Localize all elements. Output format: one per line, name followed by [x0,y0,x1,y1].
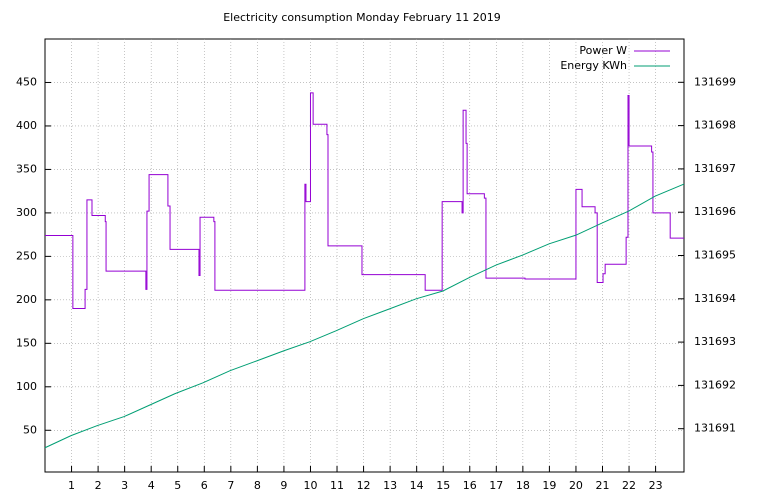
x-tick-label: 9 [280,479,287,492]
x-tick-label: 15 [436,479,450,492]
x-tick-label: 7 [227,479,234,492]
y2-tick-label: 131695 [694,249,736,262]
x-tick-label: 5 [174,479,181,492]
x-tick-label: 1 [68,479,75,492]
x-tick-label: 4 [148,479,155,492]
y2-tick-label: 131691 [694,422,736,435]
legend-label: Energy KWh [560,59,627,72]
y-tick-label: 400 [16,119,37,132]
y-tick-label: 150 [16,336,37,349]
x-tick-label: 21 [595,479,609,492]
y2-tick-label: 131693 [694,335,736,348]
y-tick-label: 250 [16,249,37,262]
y2-tick-label: 131699 [694,75,736,88]
x-tick-label: 2 [95,479,102,492]
x-tick-label: 13 [383,479,397,492]
y-tick-label: 200 [16,293,37,306]
y-tick-label: 350 [16,162,37,175]
x-tick-label: 12 [357,479,371,492]
y2-tick-label: 131696 [694,205,736,218]
x-tick-label: 3 [121,479,128,492]
x-tick-label: 16 [463,479,477,492]
y-tick-label: 100 [16,380,37,393]
x-tick-label: 23 [649,479,663,492]
x-tick-label: 19 [542,479,556,492]
x-tick-label: 18 [516,479,530,492]
chart-title: Electricity consumption Monday February … [223,11,501,24]
x-tick-label: 22 [622,479,636,492]
x-tick-label: 10 [303,479,317,492]
y2-tick-label: 131692 [694,378,736,391]
legend-label: Power W [579,44,627,57]
y-tick-label: 450 [16,75,37,88]
x-tick-label: 8 [254,479,261,492]
series-line [45,92,684,310]
x-tick-label: 20 [569,479,583,492]
x-tick-label: 6 [201,479,208,492]
x-tick-label: 14 [410,479,424,492]
y2-tick-label: 131697 [694,162,736,175]
plot-frame [44,38,685,473]
series-line [44,183,685,449]
y2-tick-label: 131698 [694,119,736,132]
y-tick-label: 300 [16,206,37,219]
x-tick-label: 11 [330,479,344,492]
x-tick-label: 17 [489,479,503,492]
y-tick-label: 50 [23,423,37,436]
y2-tick-label: 131694 [694,292,736,305]
